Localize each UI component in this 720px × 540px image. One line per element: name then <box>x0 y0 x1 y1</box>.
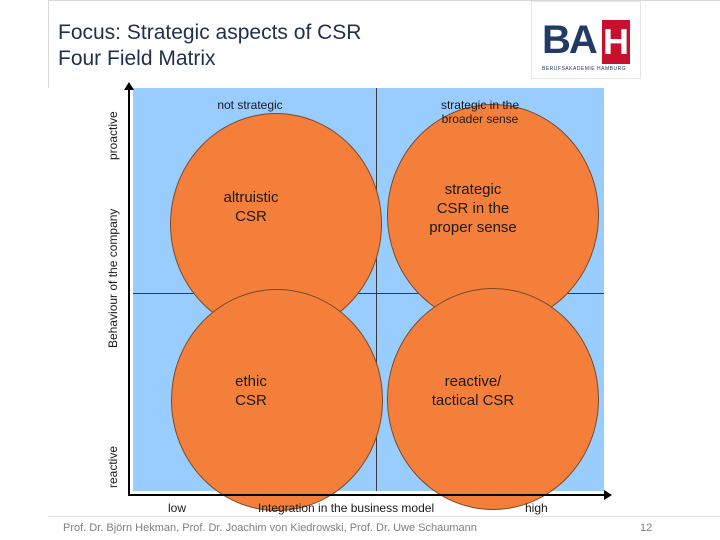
x-axis-line <box>128 494 606 496</box>
logo-h-letter: H <box>603 21 629 62</box>
title-block: Focus: Strategic aspects of CSR Four Fie… <box>58 20 361 72</box>
quadrant-label-reactive-tactical: reactive/tactical CSR <box>431 373 515 409</box>
quadrant-label-ethic: ethic CSR <box>235 373 267 409</box>
header-top-rule <box>48 0 720 1</box>
footer-authors: Prof. Dr. Björn Hekman, Prof. Dr. Joachi… <box>63 522 477 534</box>
y-axis-line <box>128 84 130 495</box>
y-axis-arrow-icon <box>124 82 134 90</box>
page-number: 12 <box>640 522 653 534</box>
x-axis-high-label: high <box>525 501 548 515</box>
matrix-horizontal-divider <box>133 293 604 294</box>
slide-title: Focus: Strategic aspects of CSR <box>58 21 362 44</box>
slide-subtitle: Four Field Matrix <box>58 47 216 70</box>
matrix-vertical-divider <box>376 88 377 491</box>
column-header-not-strategic: not strategic <box>217 98 283 112</box>
logo-tagline: BERUFSAKADEMIE HAMBURG <box>542 66 627 72</box>
quadrant-label-strategic-proper: strategic CSR in the proper sense <box>429 181 517 236</box>
y-axis-bottom-label: reactive <box>106 445 120 488</box>
logo-h-box: H <box>602 20 630 64</box>
footer-rule <box>48 516 720 517</box>
header-left-rule <box>48 0 49 88</box>
x-axis-arrow-icon <box>604 490 612 500</box>
x-axis-low-label: low <box>168 501 187 515</box>
x-axis-title: Integration in the business model <box>258 501 435 515</box>
quadrant-circle-bottom-right <box>387 288 599 510</box>
quadrant-label-altruistic: altruistic CSR <box>223 189 279 225</box>
y-axis-title: Behaviour of the company <box>106 208 120 348</box>
column-header-strategic-broader: strategic in the broader sense <box>440 98 520 126</box>
logo-ba-letters: BA <box>542 18 598 62</box>
y-axis-top-label: proactive <box>106 111 120 160</box>
quadrant-circle-bottom-left <box>171 289 383 511</box>
bah-logo: BA H BERUFSAKADEMIE HAMBURG <box>531 1 641 79</box>
